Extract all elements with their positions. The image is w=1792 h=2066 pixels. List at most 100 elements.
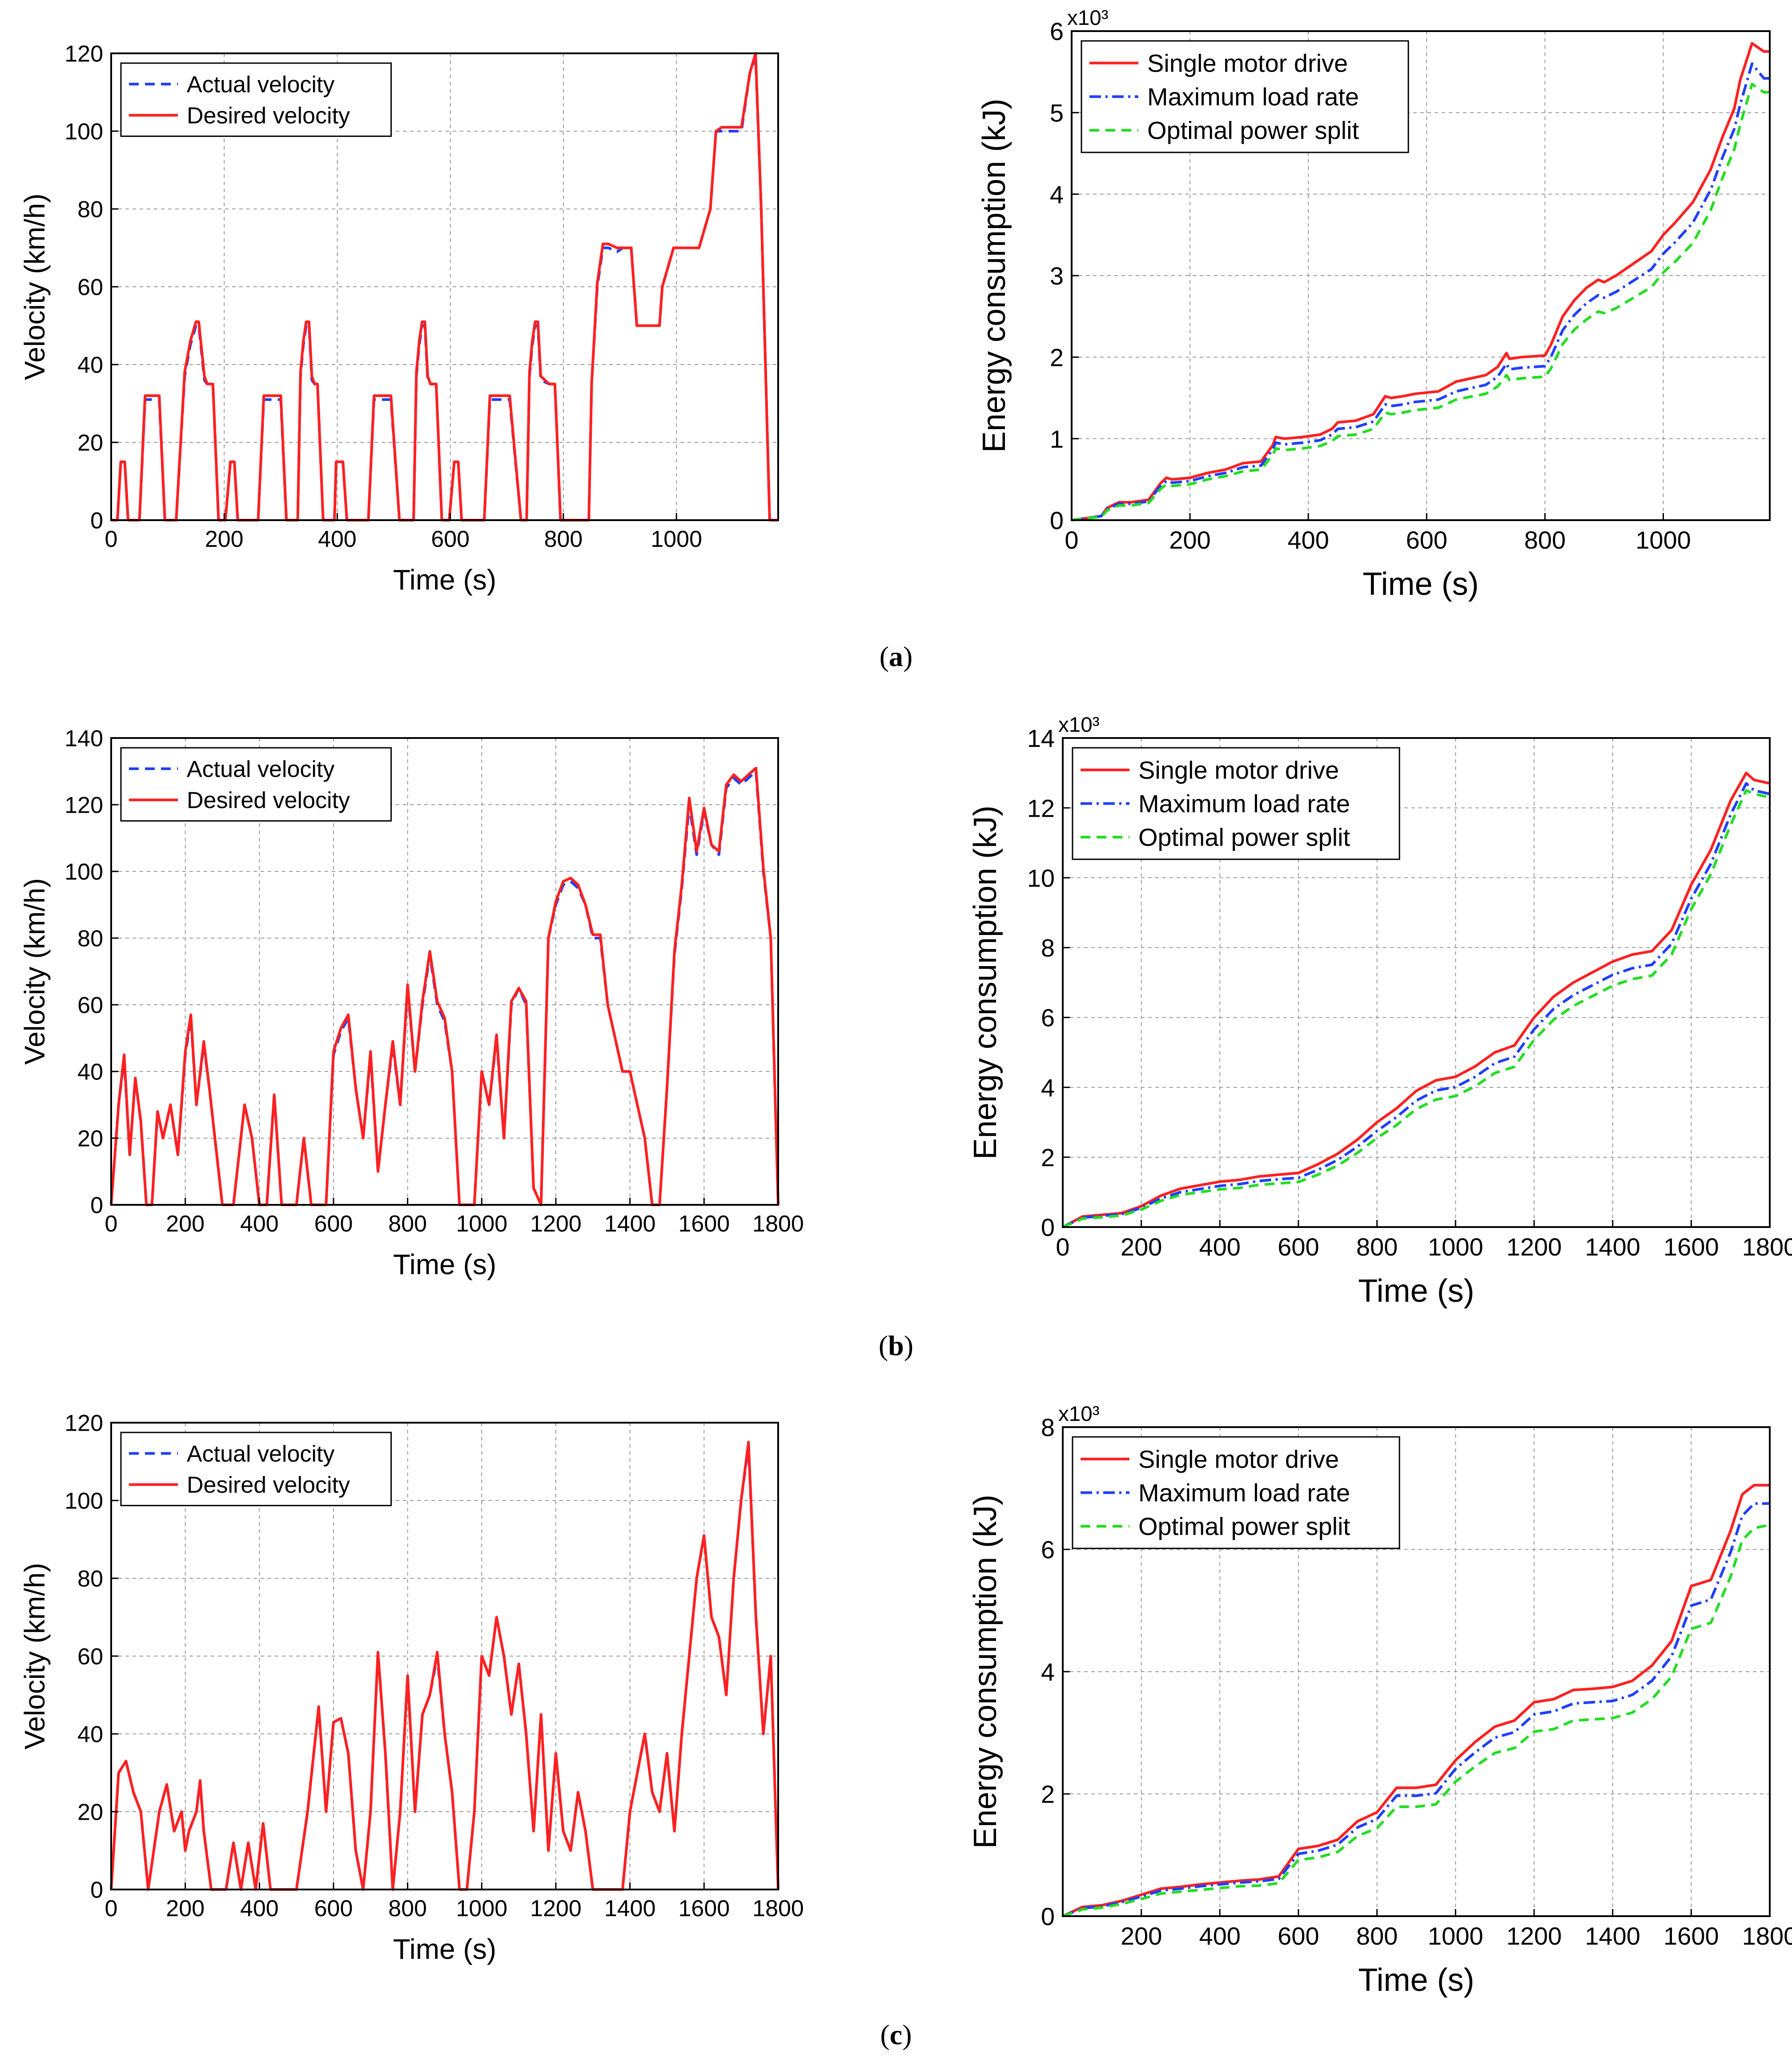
velocity-c-legend (120, 1432, 392, 1506)
energy-b-xtick-label: 800 (1356, 1233, 1398, 1261)
energy-b-ytick-label: 8 (1041, 934, 1055, 962)
energy-c-series-optimal-power-split (1062, 1524, 1770, 1918)
energy-c-xtick-label: 600 (1278, 1922, 1319, 1950)
velocity-c-ytick-label: 40 (77, 1722, 103, 1748)
caption-a: (a) (879, 641, 913, 672)
energy-a-multiplier: x10³ (1067, 6, 1109, 30)
energy-b-ytick-label: 12 (1027, 794, 1055, 822)
velocity-c-legend-label: Actual velocity (187, 1441, 334, 1467)
energy-c-xtick-label: 800 (1356, 1922, 1398, 1950)
energy-chart-c: 200 400 600 800 1000 1200 1400 1600 1800 0 2 4 6 8 x10… (968, 1402, 1792, 1998)
velocity-a-legend-label: Actual velocity (187, 72, 334, 97)
energy-c-ytick-label: 4 (1041, 1658, 1055, 1686)
energy-b-xtick-label: 1600 (1663, 1233, 1719, 1261)
energy-b-legend-label: Optimal power split (1138, 823, 1350, 851)
velocity-a-xlabel: Time (s) (393, 564, 496, 596)
velocity-b-xtick-label: 0 (105, 1211, 118, 1237)
energy-c-ytick-label: 2 (1041, 1780, 1055, 1808)
velocity-chart-b: 0 200 400 600 800 1000 1200 1400 1600 1800 0 20 40 60… (19, 726, 804, 1280)
energy-c-legend-label: Maximum load rate (1138, 1479, 1350, 1507)
velocity-a-xtick-label: 600 (431, 526, 470, 552)
velocity-a-ylabel: Velocity (km/h) (19, 193, 51, 380)
velocity-b-ytick-label: 40 (77, 1059, 103, 1085)
energy-a-series-single-motor-drive (1071, 42, 1770, 522)
velocity-b-frame (110, 737, 779, 1206)
energy-a-xtick-label: 400 (1287, 526, 1329, 554)
velocity-b-legend-label: Desired velocity (187, 788, 350, 814)
energy-a-ytick-label: 1 (1050, 425, 1064, 453)
energy-c-xtick-label: 1800 (1742, 1922, 1792, 1950)
energy-c-xtick-label: 200 (1121, 1922, 1162, 1950)
energy-a-ytick-label: 6 (1050, 17, 1064, 45)
energy-b-ytick-label: 2 (1041, 1143, 1055, 1171)
velocity-b-xlabel: Time (s) (393, 1248, 496, 1280)
energy-c-series-maximum-load-rate (1062, 1502, 1770, 1918)
energy-c-ytick-label: 6 (1041, 1536, 1055, 1564)
velocity-c-ylabel: Velocity (km/h) (19, 1563, 51, 1749)
energy-a-legend-label: Single motor drive (1147, 49, 1348, 77)
velocity-c-xtick-label: 400 (240, 1896, 279, 1922)
caption-c: (c) (880, 2019, 912, 2050)
velocity-a-ytick-label: 0 (90, 508, 103, 534)
energy-b-ytick-label: 10 (1027, 864, 1055, 892)
velocity-b-xtick-label: 1000 (456, 1211, 507, 1237)
energy-a-ytick-label: 5 (1050, 99, 1064, 127)
velocity-b-xtick-label: 1600 (678, 1211, 730, 1237)
energy-b-xtick-label: 200 (1121, 1233, 1162, 1261)
energy-a-ytick-label: 4 (1050, 181, 1064, 209)
energy-b-xtick-label: 400 (1199, 1233, 1241, 1261)
energy-c-legend-label: Optimal power split (1138, 1512, 1350, 1540)
energy-c-xtick-label: 1400 (1585, 1922, 1640, 1950)
velocity-c-ytick-label: 120 (64, 1411, 103, 1436)
energy-b-xtick-label: 1200 (1507, 1233, 1562, 1261)
energy-c-ylabel: Energy consumption (kJ) (968, 1495, 1003, 1849)
velocity-c-xtick-label: 1200 (530, 1896, 582, 1922)
energy-b-ytick-label: 6 (1041, 1004, 1055, 1032)
velocity-b-xtick-label: 400 (240, 1211, 279, 1237)
velocity-b-ytick-label: 120 (64, 793, 103, 818)
velocity-b-ytick-label: 140 (64, 726, 103, 752)
energy-a-xlabel: Time (s) (1362, 566, 1479, 602)
energy-chart-b: 0 200 400 600 800 1000 1200 1400 1600 1800 0 2 4 6 8 10… (968, 713, 1792, 1309)
energy-b-frame (1062, 737, 1771, 1228)
velocity-c-ytick-label: 60 (77, 1644, 103, 1670)
velocity-c-xtick-label: 1400 (604, 1896, 656, 1922)
velocity-b-xtick-label: 200 (166, 1211, 205, 1237)
velocity-c-ytick-label: 100 (64, 1488, 103, 1514)
energy-b-series-single-motor-drive (1062, 771, 1770, 1228)
energy-b-xlabel: Time (s) (1358, 1273, 1474, 1309)
energy-b-xtick-label: 1000 (1428, 1233, 1483, 1261)
velocity-c-xtick-label: 600 (314, 1896, 353, 1922)
velocity-a-ytick-label: 120 (64, 41, 103, 67)
energy-b-xtick-label: 1800 (1742, 1233, 1792, 1261)
velocity-b-legend-label: Actual velocity (187, 756, 334, 782)
velocity-c-legend-label: Desired velocity (187, 1472, 350, 1498)
energy-c-ytick-label: 8 (1041, 1413, 1055, 1441)
velocity-chart-c: 0 200 400 600 800 1000 1200 1400 1600 1800 0 20 40 60… (19, 1411, 804, 1965)
energy-a-xtick-label: 600 (1406, 526, 1447, 554)
energy-c-legend-label: Single motor drive (1138, 1445, 1339, 1473)
velocity-chart-a: 0 200 400 600 800 1000 0 20 40 60 80 100 120 Time (s)… (19, 41, 779, 596)
velocity-b-legend (120, 747, 392, 822)
energy-a-xtick-label: 0 (1065, 526, 1078, 554)
energy-b-ytick-label: 0 (1041, 1213, 1055, 1241)
energy-b-ylabel: Energy consumption (kJ) (968, 806, 1003, 1159)
velocity-a-xtick-label: 800 (544, 526, 583, 552)
caption-b: (b) (878, 1330, 914, 1361)
velocity-b-ytick-label: 0 (90, 1193, 103, 1219)
energy-b-ytick-label: 4 (1041, 1074, 1055, 1102)
velocity-b-ytick-label: 20 (77, 1126, 103, 1152)
energy-a-series-optimal-power-split (1071, 83, 1770, 522)
velocity-a-ytick-label: 80 (77, 197, 103, 223)
energy-a-xtick-label: 800 (1524, 526, 1566, 554)
energy-a-ytick-label: 3 (1050, 262, 1064, 290)
velocity-c-ytick-label: 0 (90, 1877, 103, 1903)
energy-b-xtick-label: 0 (1056, 1233, 1069, 1261)
velocity-a-legend (120, 62, 392, 137)
velocity-a-xtick-label: 0 (105, 526, 118, 552)
velocity-c-xtick-label: 1000 (456, 1896, 507, 1922)
velocity-b-ytick-label: 60 (77, 993, 103, 1019)
velocity-c-xlabel: Time (s) (393, 1933, 496, 1965)
energy-c-xtick-label: 1000 (1428, 1922, 1483, 1950)
velocity-c-ytick-label: 20 (77, 1800, 103, 1825)
